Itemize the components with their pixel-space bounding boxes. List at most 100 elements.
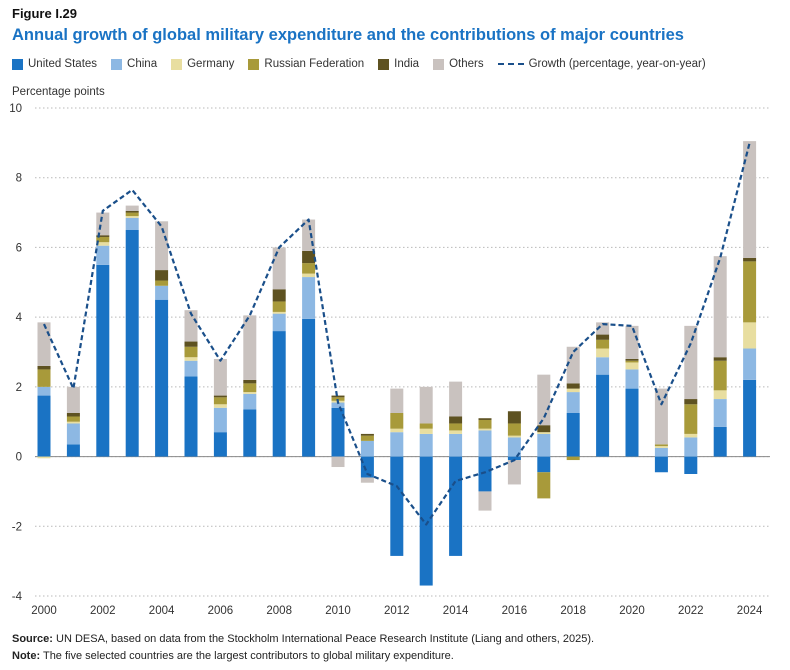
bar-russian-federation-2008	[272, 301, 286, 312]
bar-others-2017	[537, 374, 551, 426]
figure-label: Figure I.29	[12, 6, 78, 21]
bar-china-2021	[654, 447, 668, 457]
legend-item-russian-federation: Russian Federation	[248, 58, 364, 70]
y-axis-label: Percentage points	[12, 86, 105, 98]
bar-india-2015	[478, 418, 492, 420]
bar-germany-2023	[713, 390, 727, 400]
x-tick-label: 2010	[325, 605, 351, 617]
bar-india-2024	[743, 257, 757, 262]
bar-others-2008	[272, 247, 286, 290]
x-tick-label: 2016	[502, 605, 528, 617]
bar-others-2024	[743, 141, 757, 258]
bar-china-2005	[184, 360, 198, 377]
bar-india-2010	[331, 395, 345, 398]
bar-india-2020	[625, 358, 639, 361]
legend: United States China Germany Russian Fede…	[12, 58, 720, 70]
bar-united-states-2014	[449, 456, 463, 556]
bar-russian-federation-2006	[213, 397, 227, 405]
legend-label-united-states: United States	[28, 58, 98, 70]
bar-united-states-2015	[478, 456, 492, 492]
y-tick-label: 2	[16, 382, 22, 394]
bar-india-2014	[449, 416, 463, 424]
bar-china-2011	[360, 440, 374, 457]
bar-china-2002	[96, 245, 110, 265]
bar-germany-2002	[96, 242, 110, 246]
x-tick-label: 2012	[384, 605, 410, 617]
bar-germany-2013	[419, 428, 433, 434]
bar-india-2008	[272, 289, 286, 302]
bar-india-2007	[243, 379, 257, 384]
bar-germany-2024	[743, 322, 757, 349]
bar-germany-2022	[684, 433, 698, 438]
source-label: Source:	[12, 633, 53, 645]
bar-china-2013	[419, 433, 433, 457]
bar-russian-federation-2019	[596, 339, 610, 349]
bar-russian-federation-2020	[625, 360, 639, 363]
bar-india-2003	[125, 210, 139, 213]
bar-united-states-2024	[743, 379, 757, 457]
bar-russian-federation-2023	[713, 360, 727, 391]
legend-label-india: India	[394, 58, 420, 70]
bar-united-states-2010	[331, 407, 345, 457]
bar-united-states-2004	[155, 299, 169, 457]
bar-india-2004	[155, 270, 169, 281]
bar-india-2005	[184, 341, 198, 347]
bar-united-states-2019	[596, 374, 610, 457]
bar-others-2015	[478, 491, 492, 511]
bar-india-2022	[684, 399, 698, 405]
bar-germany-2020	[625, 362, 639, 370]
bar-others-2003	[125, 205, 139, 211]
legend-swatch-india	[378, 58, 390, 70]
bar-united-states-2005	[184, 376, 198, 457]
bar-others-2010	[331, 456, 345, 468]
bar-united-states-2000	[37, 395, 51, 457]
bar-germany-2017	[537, 432, 551, 434]
bar-china-2018	[566, 392, 580, 413]
bar-china-2024	[743, 348, 757, 380]
y-tick-label: 10	[9, 103, 22, 115]
bar-germany-2000	[37, 456, 51, 459]
bar-russian-federation-2004	[155, 280, 169, 286]
bar-others-2021	[654, 388, 668, 445]
bar-germany-2016	[507, 435, 521, 438]
legend-item-china: China	[111, 58, 157, 70]
x-tick-label: 2008	[266, 605, 292, 617]
legend-item-others: Others	[433, 58, 484, 70]
bar-germany-2015	[478, 428, 492, 431]
bar-india-2011	[360, 433, 374, 436]
bar-united-states-2022	[684, 456, 698, 474]
bar-china-2022	[684, 437, 698, 457]
bar-russian-federation-2022	[684, 404, 698, 434]
x-tick-label: 2014	[443, 605, 469, 617]
bar-china-2000	[37, 386, 51, 396]
bar-germany-2009	[302, 273, 316, 278]
bar-china-2003	[125, 217, 139, 230]
chart-title: Annual growth of global military expendi…	[12, 26, 684, 44]
bar-india-2018	[566, 383, 580, 389]
legend-label-growth: Growth (percentage, year-on-year)	[528, 58, 706, 70]
bar-china-2007	[243, 393, 257, 410]
legend-label-germany: Germany	[187, 58, 235, 70]
note-label: Note:	[12, 650, 41, 662]
bar-india-2017	[537, 425, 551, 433]
bar-germany-2007	[243, 392, 257, 394]
bar-others-2011	[360, 477, 374, 483]
bar-china-2016	[507, 437, 521, 457]
bar-russian-federation-2017	[537, 472, 551, 499]
bar-united-states-2007	[243, 409, 257, 457]
bar-china-2009	[302, 277, 316, 319]
bar-others-2005	[184, 310, 198, 342]
bar-india-2019	[596, 334, 610, 340]
bar-united-states-2002	[96, 264, 110, 457]
bar-germany-2008	[272, 311, 286, 314]
legend-swatch-china	[111, 58, 123, 70]
legend-item-united-states: United States	[12, 58, 97, 70]
bar-russian-federation-2011	[360, 435, 374, 441]
bar-china-2001	[66, 423, 80, 445]
bar-china-2019	[596, 357, 610, 375]
bar-germany-2021	[654, 446, 668, 448]
bar-others-2019	[596, 322, 610, 335]
x-tick-label: 2020	[619, 605, 645, 617]
bar-others-2016	[507, 460, 521, 485]
